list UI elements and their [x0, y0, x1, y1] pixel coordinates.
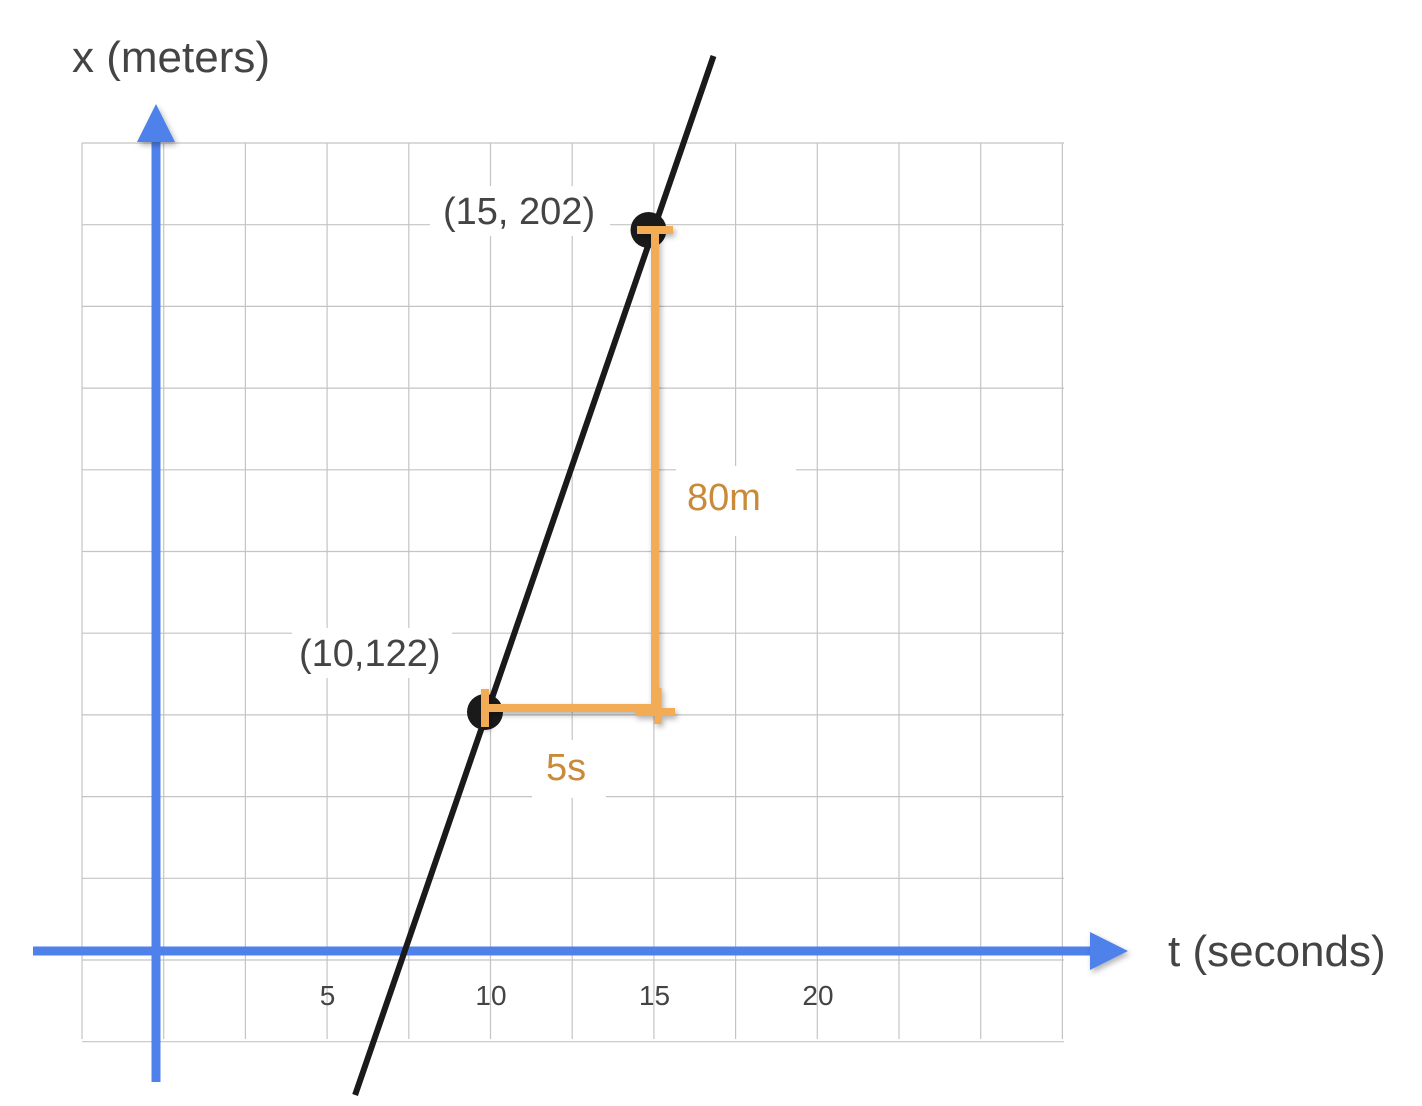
y-axis-label: x (meters)	[72, 33, 270, 82]
y-axis-arrow-icon	[137, 104, 175, 142]
run-label: 5s	[546, 747, 586, 789]
series	[352, 55, 717, 1096]
grid	[81, 142, 1064, 1043]
x-tick-label: 5	[320, 980, 336, 1011]
x-axis-label: t (seconds)	[1168, 927, 1386, 976]
x-tick-label: 10	[475, 980, 506, 1011]
x-axis-arrow-icon	[1090, 932, 1128, 970]
label-bg	[532, 740, 606, 798]
labels: x (meters) t (seconds) (15, 202) (10,122…	[72, 33, 1386, 976]
tick-labels: 5 10 15 20	[320, 980, 834, 1011]
x-tick-label: 20	[802, 980, 833, 1011]
point-label-2: (15, 202)	[443, 191, 595, 233]
label-bg	[292, 628, 452, 678]
rise-label: 80m	[687, 477, 761, 519]
point-label-1: (10,122)	[299, 633, 441, 675]
x-tick-label: 15	[639, 980, 670, 1011]
axes	[33, 104, 1128, 1082]
label-bg	[430, 186, 610, 236]
slope-triangle	[481, 226, 675, 727]
label-bg	[676, 466, 796, 536]
